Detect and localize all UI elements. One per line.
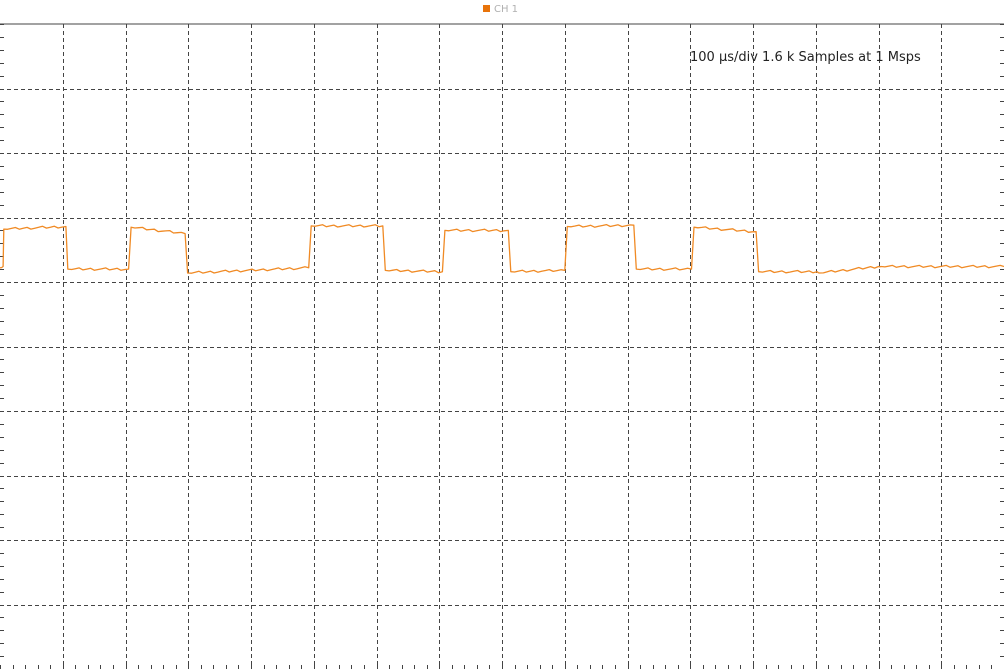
ch1-trace-line [0,223,1004,274]
grid [0,23,1004,669]
timebase-label: 100 µs/div 1.6 k Samples at 1 Msps [690,50,921,65]
ch1-trace-group [0,223,1004,274]
legend-label: CH 1 [494,4,518,15]
legend-swatch [483,5,490,12]
legend: CH 1 [483,4,518,15]
